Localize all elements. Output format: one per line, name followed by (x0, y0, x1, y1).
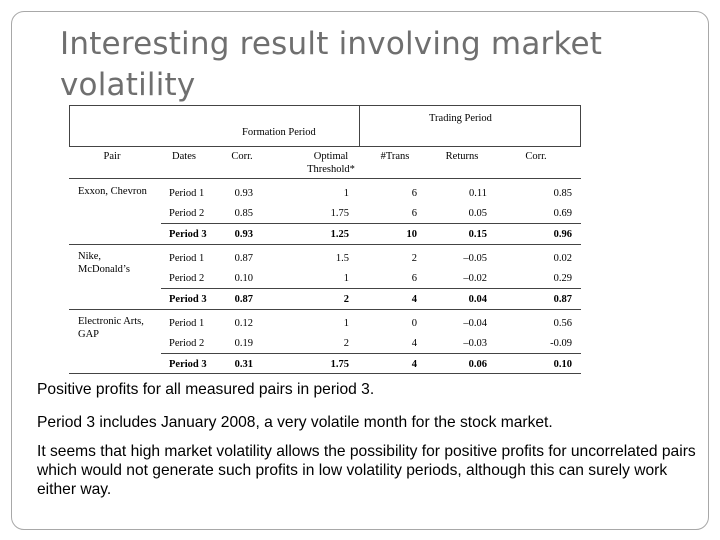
cell-corr2: -0.09 (550, 338, 572, 349)
cell-threshold: 1 (343, 273, 349, 284)
results-table: Trading Period Formation Period Pair Dat… (69, 105, 581, 375)
table-header-box (69, 105, 581, 147)
cell-corr2: 0.87 (553, 294, 572, 305)
col-header-returns: Returns (445, 151, 479, 162)
period3-rule (161, 223, 581, 224)
cell-returns: –0.02 (463, 273, 487, 284)
header-trading-period: Trading Period (429, 113, 492, 124)
cell-returns: –0.05 (463, 253, 487, 264)
cell-corr2: 0.29 (553, 273, 572, 284)
period3-rule (161, 288, 581, 289)
cell-threshold: 1.75 (330, 359, 349, 370)
cell-corr: 0.19 (234, 338, 253, 349)
cell-corr: 0.93 (234, 188, 253, 199)
header-divider (359, 105, 360, 147)
cell-returns: –0.03 (463, 338, 487, 349)
header-bottom-rule (69, 178, 581, 179)
cell-returns: –0.04 (463, 318, 487, 329)
cell-dates: Period 3 (169, 229, 207, 240)
cell-trans: 6 (411, 188, 417, 199)
col-header-dates: Dates (172, 151, 196, 162)
cell-corr2: 0.56 (553, 318, 572, 329)
cell-threshold: 1.75 (330, 208, 349, 219)
cell-corr2: 0.02 (553, 253, 572, 264)
cell-trans: 4 (411, 338, 417, 349)
slide-title: Interesting result involving market vola… (60, 26, 603, 103)
cell-dates: Period 1 (169, 253, 205, 264)
cell-corr: 0.93 (234, 229, 253, 240)
cell-corr: 0.87 (234, 253, 253, 264)
cell-trans: 6 (411, 273, 417, 284)
pair-name: Electronic Arts, GAP (78, 316, 144, 340)
bullet-item: Positive profits for all measured pairs … (37, 381, 375, 398)
col-header-corr-formation: Corr. (231, 151, 253, 162)
cell-threshold: 1.5 (335, 253, 349, 264)
cell-corr: 0.87 (234, 294, 253, 305)
cell-threshold: 1 (343, 188, 349, 199)
cell-trans: 0 (411, 318, 417, 329)
cell-trans: 2 (411, 253, 417, 264)
cell-trans: 10 (406, 229, 418, 240)
pair-name: Nike, McDonald’s (78, 251, 130, 275)
bullet-item: Period 3 includes January 2008, a very v… (37, 414, 553, 431)
cell-returns: 0.15 (468, 229, 487, 240)
cell-corr: 0.12 (234, 318, 253, 329)
bullet-list: Positive profits for all measured pairs … (37, 380, 697, 499)
cell-dates: Period 1 (169, 318, 205, 329)
cell-corr: 0.31 (234, 359, 253, 370)
cell-dates: Period 2 (169, 208, 205, 219)
cell-corr: 0.85 (234, 208, 253, 219)
cell-corr2: 0.69 (553, 208, 572, 219)
col-header-corr-trading: Corr. (525, 151, 547, 162)
cell-threshold: 2 (343, 338, 349, 349)
cell-corr2: 0.10 (553, 359, 572, 370)
cell-trans: 6 (411, 208, 417, 219)
col-header-optimal-threshold: Optimal Threshold* (307, 151, 355, 175)
col-header-pair: Pair (103, 151, 121, 162)
col-header-trans: #Trans (380, 151, 410, 162)
cell-dates: Period 3 (169, 359, 207, 370)
slide-frame (11, 11, 709, 530)
cell-threshold: 1.25 (330, 229, 349, 240)
cell-dates: Period 1 (169, 188, 205, 199)
group-rule (69, 309, 581, 310)
cell-returns: 0.06 (468, 359, 487, 370)
cell-dates: Period 3 (169, 294, 207, 305)
bullet-item: It seems that high market volatility all… (37, 443, 696, 498)
pair-name: Exxon, Chevron (78, 186, 147, 197)
table-bottom-rule (69, 373, 581, 374)
cell-trans: 4 (411, 294, 417, 305)
group-rule (69, 244, 581, 245)
cell-trans: 4 (411, 359, 417, 370)
cell-returns: 0.04 (468, 294, 487, 305)
cell-corr2: 0.96 (553, 229, 572, 240)
cell-corr: 0.10 (234, 273, 253, 284)
cell-returns: 0.11 (469, 188, 487, 199)
period3-rule (161, 353, 581, 354)
cell-dates: Period 2 (169, 273, 205, 284)
header-formation-period: Formation Period (242, 127, 316, 138)
cell-corr2: 0.85 (553, 188, 572, 199)
cell-threshold: 2 (343, 294, 349, 305)
cell-threshold: 1 (343, 318, 349, 329)
cell-dates: Period 2 (169, 338, 205, 349)
cell-returns: 0.05 (468, 208, 487, 219)
